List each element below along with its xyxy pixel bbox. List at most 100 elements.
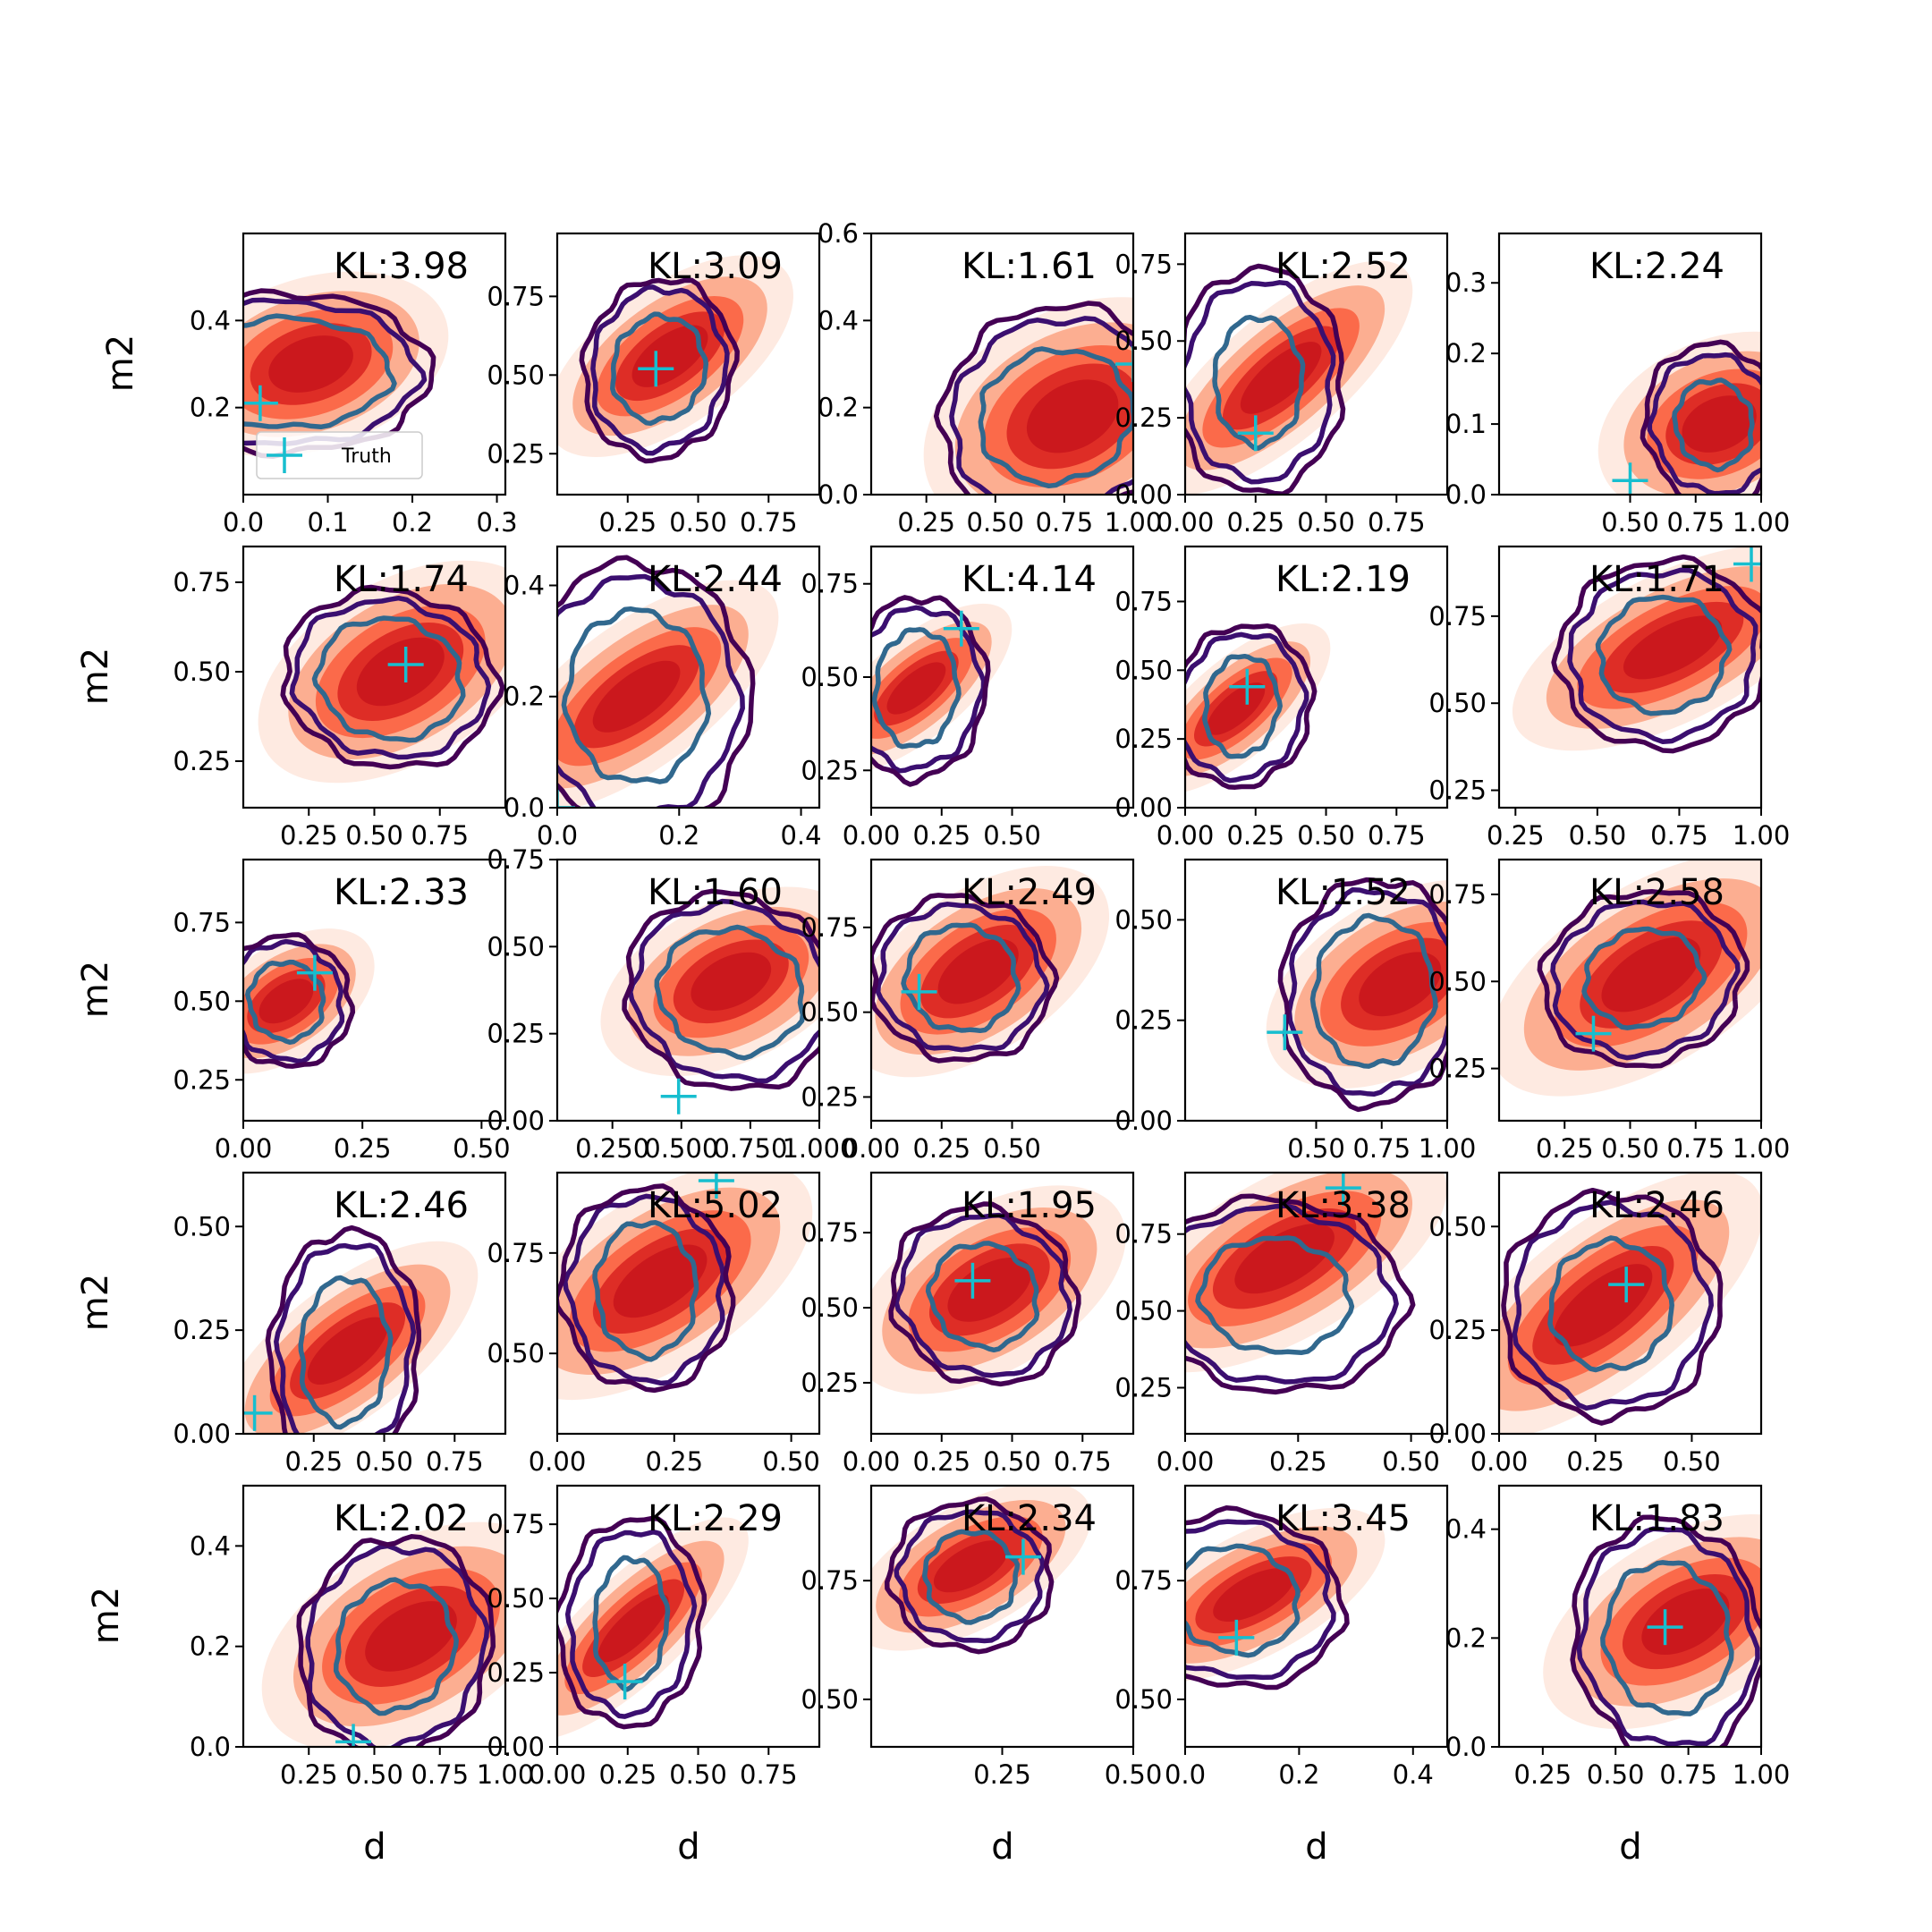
axes-frame [869,1171,1135,1436]
contour-inner [1547,1235,1674,1373]
density-level-5 [886,662,946,715]
subplot-17: KL:5.02 0.00 0.25 0.50 0.50 0.75 [487,1171,821,1477]
contour-outer [1185,1193,1416,1395]
x-tick-label: 0.50 [1601,507,1659,538]
y-tick-label: 0.0 [1445,479,1487,510]
contour-inner [1672,377,1755,473]
y-axis-label: m2 [75,961,116,1018]
x-tick-label: 0.75 [1352,1133,1411,1164]
kl-label: KL:4.14 [962,559,1097,600]
contour-outer [557,555,756,808]
y-tick-label: 0.2 [190,1631,231,1662]
x-tick-label: 0.50 [1601,1133,1659,1164]
axes-frame [555,858,821,1123]
kl-label: KL:2.52 [1275,246,1411,287]
contour-outer [1537,888,1750,1069]
y-tick-label: 0.25 [487,1657,545,1688]
density-level-5 [356,637,445,707]
x-tick-label: 1.00 [1733,820,1791,851]
kl-label: KL:3.09 [648,246,783,287]
contour-middle [1185,1203,1399,1385]
x-tick-label: 0.0 [537,820,578,851]
axes-frame [1183,545,1449,809]
axes-frame [242,232,507,496]
y-axis-label: m2 [75,648,116,705]
x-tick-label: 0.25 [973,1759,1031,1790]
truth-marker [1325,1173,1361,1207]
contour-inner [978,346,1133,489]
y-tick-label: 0.0 [1445,1732,1487,1762]
x-tick-label: 0.0 [223,507,264,538]
contour-outer [243,932,356,1069]
truth-marker [1267,1014,1303,1051]
x-tick-label: 0.75 [740,1759,798,1790]
truth-marker [1575,1015,1612,1052]
kl-label: KL:2.49 [962,872,1097,913]
x-tick-label: 0.25 [1487,820,1545,851]
density-level-5 [947,1258,1032,1322]
x-tick-label: 0.50 [1587,1759,1645,1790]
x-tick-label: 0.75 [1036,507,1094,538]
axes-frame [1183,1171,1449,1436]
y-tick-label: 0.50 [173,657,231,687]
x-tick-label: 0.25 [280,1759,338,1790]
axes-frame [555,1171,821,1436]
truth-marker [1647,1609,1683,1646]
truth-marker [1612,462,1648,495]
kl-label: KL:1.74 [334,559,469,600]
x-tick-label: 0.2 [1278,1759,1319,1790]
y-tick-label: 0.25 [1428,1054,1487,1084]
x-tick-label: 0.2 [658,820,699,851]
x-tick-label: 0.50 [762,1446,820,1477]
density-level-5 [307,1317,388,1385]
contour-outer [1185,623,1318,790]
x-axis-label: d [363,1826,386,1868]
subplot-10: KL:1.71 0.25 0.50 0.75 1.00 0.25 0.50 0.75 [1428,545,1791,851]
contour-inner [243,313,397,430]
subplot-11: KL:2.33 0.00 0.25 0.50 0.25 0.50 0.75 [173,858,511,1164]
y-tick-label: 0.2 [504,682,545,712]
contour-middle [1185,280,1336,485]
x-tick-label: 0.750 [713,1133,787,1164]
y-tick-label: 0.25 [1428,775,1487,806]
x-tick-label: 0.00 [843,820,901,851]
y-tick-label: 0.75 [173,567,231,597]
contour-inner [592,1220,699,1362]
x-tick-label: 0.75 [1368,820,1426,851]
contour-outer [871,893,1060,1063]
x-tick-label: 0.50 [983,1133,1041,1164]
subplot-7: KL:2.44 0.0 0.2 0.4 0.0 0.2 0.4 [504,545,822,851]
kl-label: KL:2.58 [1589,872,1724,913]
subplot-20: KL:2.46 0.00 0.25 0.50 0.00 0.25 0.50 [1428,1171,1763,1477]
kl-label: KL:1.60 [648,872,783,913]
x-tick-label: 0.50 [983,820,1041,851]
x-tick-label: 0.75 [411,820,469,851]
contour-outer [579,277,740,464]
x-tick-label: 0.50 [669,507,727,538]
axes-frame [1497,1484,1763,1749]
axes-frame [1183,232,1449,496]
y-tick-label: 0.50 [1114,655,1173,685]
kl-label: KL:2.02 [334,1498,469,1539]
x-tick-label: 0.25 [1536,1133,1594,1164]
kl-label: KL:1.61 [962,246,1097,287]
truth-marker [387,647,424,682]
y-tick-label: 0.00 [487,1106,545,1136]
y-tick-label: 0.2 [190,393,231,423]
x-tick-label: 0.25 [1269,1446,1327,1477]
x-tick-label: 0.50 [967,507,1025,538]
y-tick-label: 0.25 [1114,724,1173,754]
subplot-21: KL:2.02 0.25 0.50 0.75 1.00 0.0 0.2 0.4 [190,1484,534,1790]
subplot-16: KL:2.46 0.25 0.50 0.75 0.00 0.25 0.50 [173,1171,507,1477]
y-axis-label: m2 [100,335,141,392]
y-tick-label: 0.25 [801,755,859,785]
density-level-5 [258,979,314,1024]
y-tick-label: 0.25 [1114,1005,1173,1036]
contour-inner [871,627,962,750]
subplot-24: KL:3.45 0.0 0.2 0.4 0.50 0.75 [1114,1484,1449,1790]
contour-inner [1202,653,1283,759]
kl-label: KL:3.45 [1275,1498,1411,1539]
y-tick-label: 0.50 [1428,966,1487,996]
x-tick-label: 0.25 [334,1133,392,1164]
x-axis-label: d [677,1826,699,1868]
